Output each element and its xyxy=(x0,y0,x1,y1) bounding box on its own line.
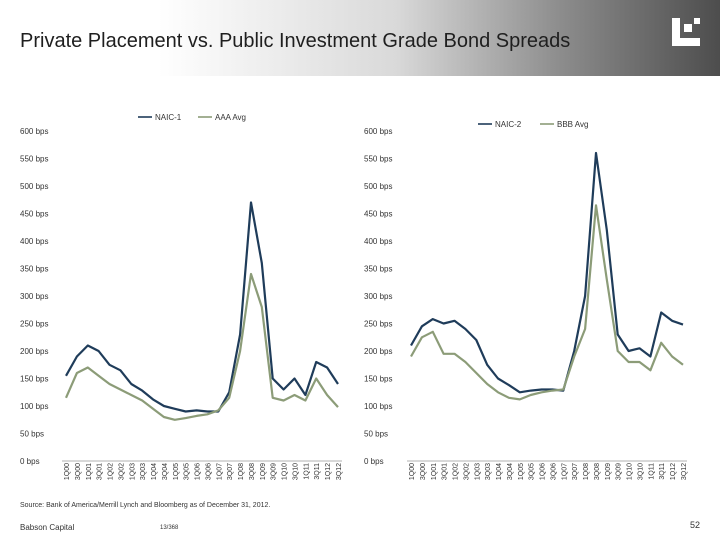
x-tick-label: 3Q00 xyxy=(420,463,427,480)
y-tick-label: 0 bps xyxy=(364,457,384,466)
x-tick-label: 3Q08 xyxy=(594,463,601,480)
x-tick-label: 1Q01 xyxy=(86,463,93,480)
y-tick-label: 150 bps xyxy=(20,375,48,384)
y-tick-label: 0 bps xyxy=(20,457,40,466)
x-tick-label: 3Q00 xyxy=(75,463,82,480)
y-tick-label: 200 bps xyxy=(20,347,48,356)
y-tick-label: 450 bps xyxy=(364,210,392,219)
page-number: 52 xyxy=(690,520,701,530)
series-line-aaa-avg xyxy=(64,272,339,421)
y-tick-label: 350 bps xyxy=(364,265,392,274)
x-tick-label: 1Q06 xyxy=(540,463,547,480)
y-tick-label: 250 bps xyxy=(20,320,48,329)
y-tick-label: 600 bps xyxy=(364,127,392,136)
x-tick-label: 3Q04 xyxy=(507,463,514,480)
x-tick-label: 3Q01 xyxy=(97,463,104,480)
x-tick-label: 3Q02 xyxy=(463,463,470,480)
y-tick-label: 500 bps xyxy=(20,182,48,191)
y-tick-label: 300 bps xyxy=(20,292,48,301)
x-tick-label: 3Q10 xyxy=(637,463,644,480)
x-tick-label: 1Q07 xyxy=(561,463,568,480)
legend-label: BBB Avg xyxy=(557,120,588,129)
x-tick-label: 1Q04 xyxy=(496,463,503,480)
x-tick-label: 3Q11 xyxy=(314,463,321,480)
x-tick-label: 1Q06 xyxy=(195,463,202,480)
y-tick-label: 150 bps xyxy=(364,375,392,384)
y-tick-label: 550 bps xyxy=(364,155,392,164)
legend-label: NAIC-2 xyxy=(495,120,522,129)
y-tick-label: 300 bps xyxy=(364,292,392,301)
x-tick-label: 3Q05 xyxy=(529,463,536,480)
x-tick-label: 1Q09 xyxy=(260,463,267,480)
x-tick-label: 3Q06 xyxy=(550,463,557,480)
y-tick-label: 500 bps xyxy=(364,182,392,191)
series-line-bbb-avg xyxy=(410,204,684,401)
y-tick-label: 50 bps xyxy=(364,430,388,439)
x-tick-label: 3Q03 xyxy=(485,463,492,480)
x-tick-label: 1Q12 xyxy=(325,463,332,480)
x-tick-label: 1Q04 xyxy=(151,463,158,480)
x-tick-label: 3Q07 xyxy=(572,463,579,480)
source-note: Source: Bank of America/Merrill Lynch an… xyxy=(20,502,271,509)
x-tick-label: 1Q12 xyxy=(670,463,677,480)
x-tick-label: 3Q03 xyxy=(140,463,147,480)
x-tick-label: 1Q11 xyxy=(303,463,310,480)
x-tick-label: 3Q08 xyxy=(249,463,256,480)
legend-label: NAIC-1 xyxy=(155,113,182,122)
x-tick-label: 1Q00 xyxy=(409,463,416,480)
x-tick-label: 1Q05 xyxy=(518,463,525,480)
x-tick-label: 3Q01 xyxy=(442,463,449,480)
legend-label: AAA Avg xyxy=(215,113,246,122)
series-line-naic-2 xyxy=(410,151,684,394)
series-line-naic-1 xyxy=(65,201,339,413)
x-tick-label: 3Q09 xyxy=(616,463,623,480)
x-tick-label: 1Q03 xyxy=(474,463,481,480)
x-tick-label: 3Q10 xyxy=(292,463,299,480)
y-tick-label: 250 bps xyxy=(364,320,392,329)
x-tick-label: 3Q02 xyxy=(118,463,125,480)
y-tick-label: 400 bps xyxy=(364,237,392,246)
y-tick-label: 600 bps xyxy=(20,127,48,136)
y-tick-label: 400 bps xyxy=(20,237,48,246)
x-tick-label: 1Q02 xyxy=(453,463,460,480)
x-tick-label: 1Q00 xyxy=(64,463,71,480)
x-tick-label: 1Q10 xyxy=(282,463,289,480)
footer-company: Babson Capital xyxy=(20,523,75,532)
x-tick-label: 1Q03 xyxy=(129,463,136,480)
y-tick-label: 450 bps xyxy=(20,210,48,219)
x-tick-label: 3Q12 xyxy=(681,463,688,480)
y-tick-label: 550 bps xyxy=(20,155,48,164)
y-tick-label: 350 bps xyxy=(20,265,48,274)
x-tick-label: 3Q06 xyxy=(205,463,212,480)
footer-code: 13/368 xyxy=(160,525,179,531)
x-tick-label: 1Q08 xyxy=(583,463,590,480)
y-tick-label: 100 bps xyxy=(20,402,48,411)
x-tick-label: 3Q09 xyxy=(271,463,278,480)
header-band xyxy=(0,0,720,76)
x-tick-label: 3Q04 xyxy=(162,463,169,480)
x-tick-label: 3Q12 xyxy=(336,463,343,480)
x-tick-label: 1Q01 xyxy=(431,463,438,480)
x-tick-label: 1Q07 xyxy=(216,463,223,480)
y-tick-label: 50 bps xyxy=(20,430,44,439)
x-tick-label: 1Q09 xyxy=(605,463,612,480)
y-tick-label: 100 bps xyxy=(364,402,392,411)
x-tick-label: 3Q07 xyxy=(227,463,234,480)
x-tick-label: 1Q02 xyxy=(108,463,115,480)
page-title: Private Placement vs. Public Investment … xyxy=(20,30,571,52)
x-tick-label: 1Q05 xyxy=(173,463,180,480)
spread-charts: 0 bps 50 bps 100 bps 150 bps 200 bps 250 bps 3… xyxy=(20,113,688,480)
x-tick-label: 1Q11 xyxy=(648,463,655,480)
x-tick-label: 1Q10 xyxy=(627,463,634,480)
babson-logo-icon xyxy=(672,18,700,46)
y-tick-label: 200 bps xyxy=(364,347,392,356)
x-tick-label: 3Q11 xyxy=(659,463,666,480)
x-tick-label: 3Q05 xyxy=(184,463,191,480)
x-tick-label: 1Q08 xyxy=(238,463,245,480)
